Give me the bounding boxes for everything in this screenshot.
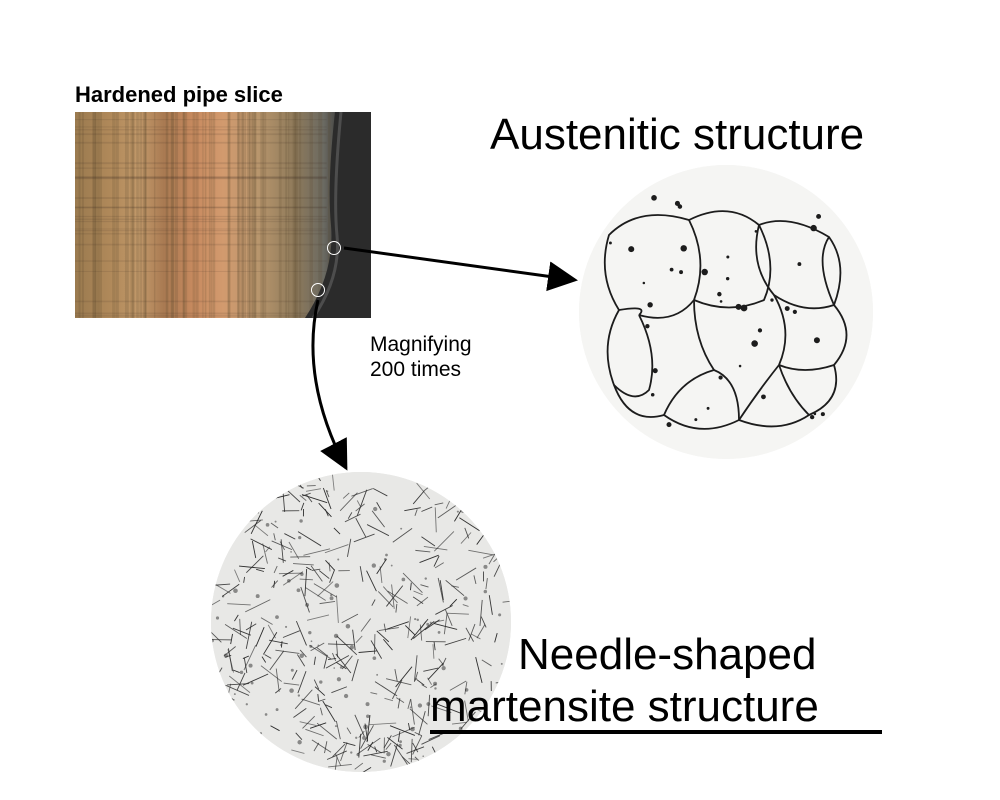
sample-point-upper bbox=[327, 241, 341, 255]
sample-point-lower bbox=[311, 283, 325, 297]
austenitic-svg bbox=[579, 165, 873, 459]
austenitic-micrograph bbox=[579, 165, 873, 459]
magnify-label-1: Magnifying bbox=[370, 333, 472, 357]
magnify-label-2: 200 times bbox=[370, 358, 461, 382]
martensite-label-2: martensite structure bbox=[430, 682, 819, 732]
pipe-slice-svg bbox=[75, 112, 371, 318]
pipe-slice-image bbox=[75, 112, 371, 318]
pipe-slice-title: Hardened pipe slice bbox=[75, 82, 283, 108]
austenitic-label: Austenitic structure bbox=[490, 110, 864, 160]
martensite-underline bbox=[430, 730, 882, 734]
martensite-label-1: Needle-shaped bbox=[518, 630, 816, 680]
